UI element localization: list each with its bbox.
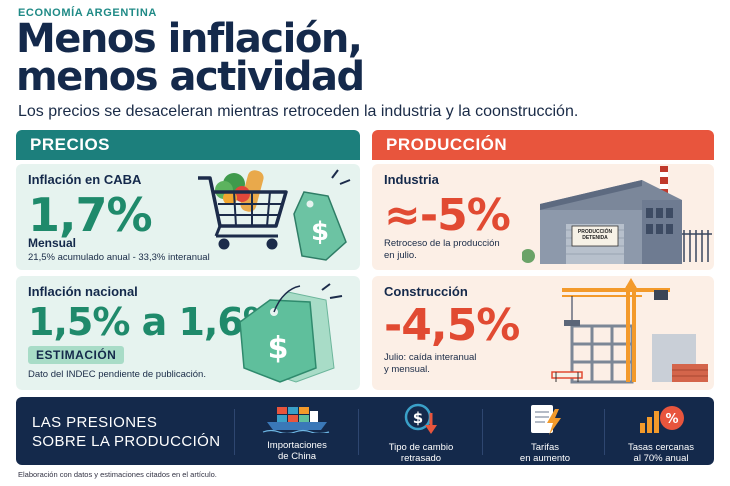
national-value: 1,5% a 1,6% [28, 300, 281, 344]
svg-text:$: $ [311, 217, 329, 247]
svg-text:$: $ [413, 409, 423, 427]
production-panel: PRODUCCIÓN Industria ≈-5% Retroceso de l… [372, 130, 714, 390]
pressures-bar: LAS PRESIONES SOBRE LA PRODUCCIÓN Import… [16, 397, 714, 465]
bill-lightning-icon [531, 405, 561, 435]
national-label: Inflación nacional [28, 284, 138, 299]
pressure-label: Tasas cercanas al 70% anual [606, 442, 716, 464]
footnote: Elaboración con datos y estimaciones cit… [18, 470, 217, 479]
industry-value: ≈-5% [384, 190, 511, 241]
construction-value: -4,5% [384, 300, 520, 351]
pressure-item-imports: Importaciones de China [242, 403, 352, 462]
kicker: ECONOMÍA ARGENTINA [18, 7, 157, 19]
pressure-label-line-2: al 70% anual [633, 453, 689, 464]
construction-detail: Julio: caída interanual y mensual. [384, 352, 476, 376]
pressure-label: Tipo de cambio retrasado [366, 442, 476, 464]
divider [358, 409, 359, 455]
construction-crane-icon [551, 278, 708, 384]
pressure-label-line-1: Importaciones [267, 440, 327, 451]
title-line-1: Menos inflación, [16, 16, 363, 62]
title-line-2: menos actividad [16, 54, 365, 100]
pressure-item-interest-rates: % Tasas cercanas al 70% anual [606, 403, 716, 464]
construction-label: Construcción [384, 284, 468, 299]
caba-value: 1,7% [28, 188, 153, 242]
construction-detail-line-2: y mensual. [384, 364, 430, 375]
industry-card: Industria ≈-5% Retroceso de la producció… [372, 164, 714, 270]
pressures-title-line-2: SOBRE LA PRODUCCIÓN [32, 433, 221, 450]
pressure-label: Importaciones de China [242, 440, 352, 462]
pressure-label-line-1: Tasas cercanas [627, 442, 694, 453]
svg-text:%: % [665, 412, 678, 427]
sign-line-1: PRODUCCIÓN [577, 229, 613, 235]
industry-label: Industria [384, 172, 439, 187]
estimate-badge: ESTIMACIÓN [28, 346, 125, 364]
subtitle: Los precios se desaceleran mientras retr… [18, 103, 579, 120]
factory-illustration: PRODUCCIÓN DETENIDA [522, 164, 714, 270]
industry-detail-line-1: Retroceso de la producción [384, 238, 500, 249]
percent-bars-icon: % [640, 406, 684, 433]
construction-card: Construcción -4,5% Julio: caída interanu… [372, 276, 714, 390]
prices-panel: PRECIOS Inflación en CABA 1,7% Mensual 2… [16, 130, 360, 390]
national-inflation-card: Inflación nacional 1,5% a 1,6% ESTIMACIÓ… [16, 276, 360, 390]
dollar-down-icon: $ [404, 403, 437, 434]
construction-detail-line-1: Julio: caída interanual [384, 352, 477, 363]
price-tag-icon: $ [239, 283, 343, 383]
production-heading: PRODUCCIÓN [372, 130, 714, 160]
shopping-cart-icon: $ [198, 169, 351, 261]
pressure-label-line-2: en aumento [519, 453, 571, 464]
page-title: Menos inflación, menos actividad [16, 16, 365, 100]
pressure-label: Tarifas en aumento [490, 442, 600, 464]
production-stopped-sign: PRODUCCIÓN DETENIDA [572, 229, 618, 241]
industry-detail-line-2: en julio. [384, 250, 417, 261]
cargo-ship-icon [262, 407, 330, 435]
svg-text:$: $ [268, 331, 289, 366]
prices-heading: PRECIOS [16, 130, 360, 160]
pressure-label-line-2: de China [277, 451, 317, 462]
pressure-item-tariffs: Tarifas en aumento [490, 403, 600, 464]
divider [234, 409, 235, 455]
sign-line-2: DETENIDA [582, 235, 608, 241]
pressures-title: LAS PRESIONES SOBRE LA PRODUCCIÓN [32, 413, 222, 451]
caba-detail: 21,5% acumulado anual - 33,3% interanual [28, 252, 210, 263]
caba-label: Inflación en CABA [28, 172, 142, 187]
divider [604, 409, 605, 455]
pressures-title-line-1: LAS PRESIONES [32, 414, 158, 431]
divider [482, 409, 483, 455]
caba-period: Mensual [28, 236, 77, 250]
industry-detail: Retroceso de la producción en julio. [384, 238, 500, 262]
pressure-label-line-1: Tipo de cambio [388, 442, 454, 453]
caba-inflation-card: Inflación en CABA 1,7% Mensual 21,5% acu… [16, 164, 360, 270]
pressure-label-line-1: Tarifas [531, 442, 559, 453]
national-detail: Dato del INDEC pendiente de publicación. [28, 369, 206, 380]
pressure-item-exchange-rate: $ Tipo de cambio retrasado [366, 403, 476, 464]
pressure-label-line-2: retrasado [400, 453, 442, 464]
